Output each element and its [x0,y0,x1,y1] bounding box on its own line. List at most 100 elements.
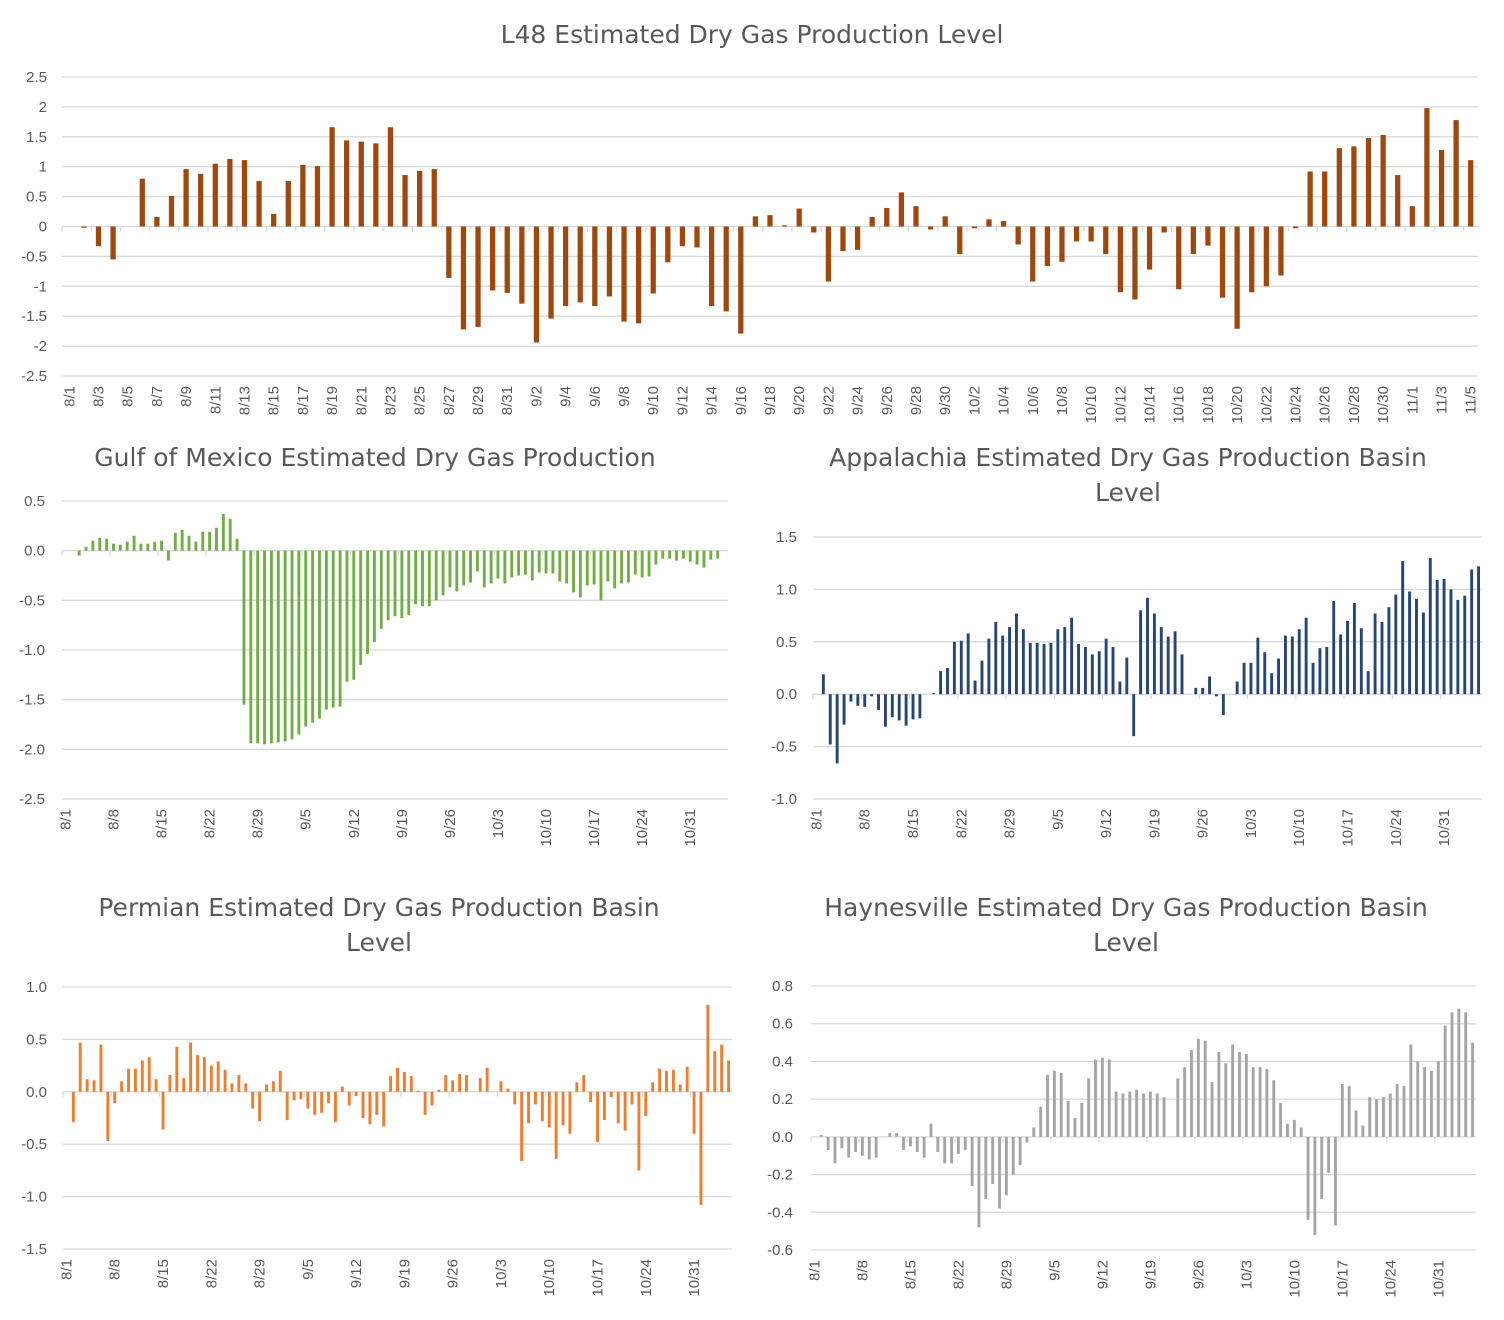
bar-9-24 [854,226,861,250]
bar-11-3 [1463,595,1467,695]
bar-11-1 [1449,589,1453,695]
bar-9-26 [1201,687,1205,695]
bar-9-8 [1073,1118,1077,1137]
bar-9-2 [285,1091,289,1121]
bar-10-13 [568,1091,572,1134]
bar-8-9 [183,169,189,227]
x-tick-label: 9/6 [587,386,604,407]
bar-8-10 [127,1068,130,1092]
bar-9-23 [1180,654,1184,695]
bar-10-18 [599,550,603,601]
bar-10-7 [1272,1080,1276,1137]
bar-9-20 [407,550,411,616]
bar-10-27 [1415,598,1418,695]
bar-8-6 [99,1044,103,1092]
bar-8-25 [230,1083,234,1092]
bar-8-5 [91,540,95,551]
x-tick-label: 10/24 [634,809,651,847]
bar-10-31 [1395,175,1401,227]
x-tick-label: 9/5 [300,1259,317,1280]
bar-8-20 [943,1136,947,1164]
bar-9-1 [1025,1136,1029,1143]
bar-10-23 [1387,607,1391,695]
bar-8-8 [113,1091,117,1104]
x-tick-label: 9/22 [820,386,837,415]
bar-9-1 [278,1070,282,1092]
bar-10-12 [1311,662,1315,695]
x-tick-label: 8/19 [324,386,341,415]
bar-9-14 [1114,1091,1118,1137]
x-tick-label: 9/5 [298,809,315,830]
bar-10-22 [627,550,630,583]
bar-8-14 [153,541,157,551]
bar-11-5 [1468,160,1474,227]
bar-8-24 [970,1136,974,1186]
bar-9-23 [840,226,846,252]
bar-8-15 [908,1136,912,1147]
bar-8-3 [95,226,102,247]
x-tick-label: 8/1 [61,386,78,407]
bar-9-11 [345,550,349,682]
bar-9-29 [1221,694,1225,716]
bar-8-7 [106,1091,110,1142]
y-tick-label: 0.6 [772,1016,793,1033]
x-tick-label: 10/8 [1054,386,1071,415]
x-tick-label: 10/3 [493,1259,510,1288]
bar-9-7 [320,1091,324,1113]
bar-10-5 [1258,1067,1262,1137]
x-tick-label: 9/26 [442,809,459,838]
bar-8-17 [300,164,306,227]
bar-9-29 [469,550,472,583]
bar-8-25 [228,518,232,551]
x-tick-label: 8/9 [178,386,195,407]
bar-8-5 [840,1136,844,1149]
x-tick-label: 9/30 [937,386,954,415]
x-tick-label: 11/1 [1404,386,1421,414]
x-tick-label: 9/19 [1146,809,1163,838]
x-tick-label: 9/26 [445,1259,462,1288]
bar-9-6 [1059,1072,1063,1137]
bar-9-18 [1146,597,1149,695]
x-tick-label: 8/15 [266,386,283,415]
bar-10-24 [1388,1093,1392,1137]
y-tick-label: -1.0 [19,642,45,659]
bar-10-14 [1320,1136,1324,1200]
bar-8-14 [902,1136,905,1151]
bar-9-9 [1080,1102,1084,1137]
bar-10-11 [554,1091,558,1159]
y-tick-label: -2.5 [19,791,45,808]
bar-8-27 [991,1136,995,1184]
y-tick-label: 1 [39,159,47,176]
bar-10-8 [1283,635,1287,695]
bar-9-18 [396,1067,399,1092]
bar-9-5 [1052,1070,1056,1137]
bar-11-1 [1443,1025,1447,1137]
bar-9-8 [1077,643,1080,695]
bar-9-25 [1194,687,1198,695]
bar-8-23 [963,1136,967,1151]
bar-8-9 [118,544,122,551]
bar-9-19 [781,225,788,227]
bar-8-29 [1004,1136,1008,1196]
y-tick-label: 0.5 [26,1031,47,1048]
bar-8-28 [1001,635,1005,695]
bar-9-20 [1155,1093,1159,1137]
bar-10-15 [1161,226,1167,233]
x-tick-label: 10/20 [1229,386,1246,424]
bar-8-2 [71,1091,75,1123]
bar-9-20 [409,1076,413,1092]
bar-9-27 [455,550,459,592]
bar-10-17 [1346,620,1349,695]
bar-8-13 [895,1133,899,1137]
bar-11-3 [713,1050,717,1092]
bar-8-18 [932,693,936,695]
gulf-chart: 0.5 0.0 -0.5 -1.0 -1.5 -2.0 -2.5 8/1 8/8 8/15 8/22… [19,493,728,847]
x-tick-label: 8/29 [250,809,267,838]
bar-10-22 [1263,226,1269,287]
bar-10-10 [1297,629,1301,695]
bar-8-11 [133,1068,137,1092]
x-tick-label: 8/1 [57,809,74,830]
bar-8-22 [956,1136,960,1154]
y-tick-label: -0.5 [21,1136,47,1153]
bar-8-12 [139,543,143,551]
